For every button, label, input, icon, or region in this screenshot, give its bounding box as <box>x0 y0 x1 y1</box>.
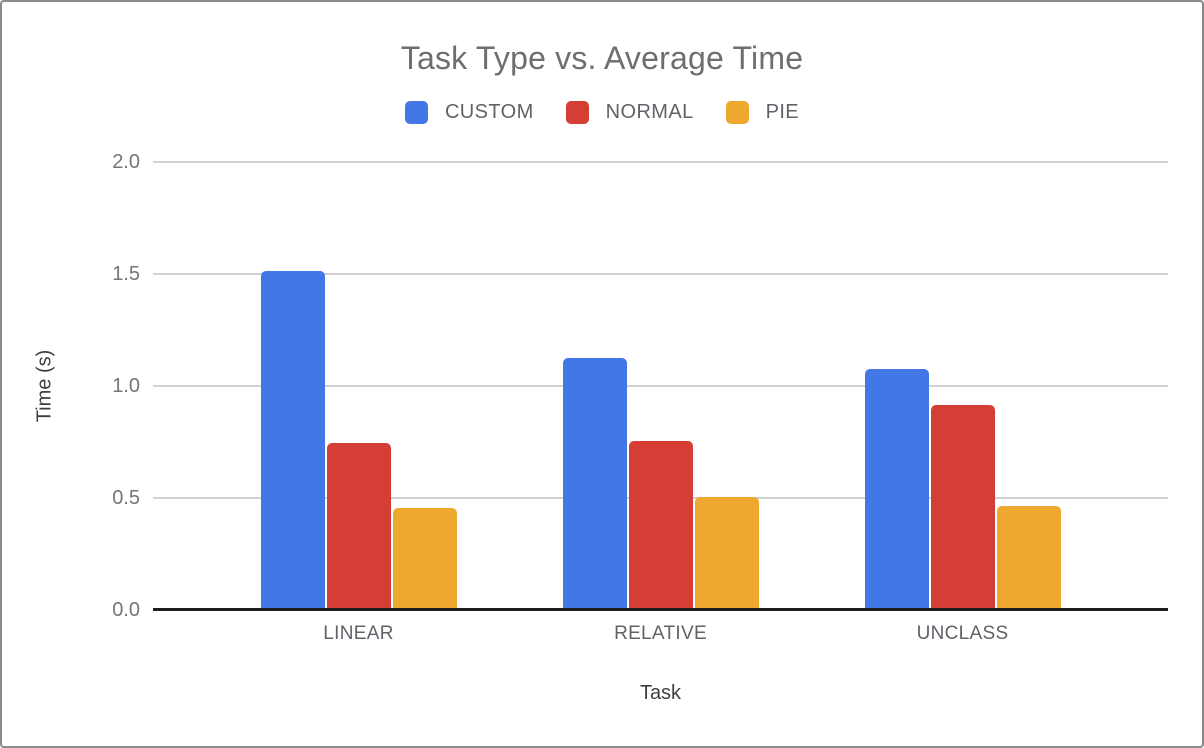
legend-item-label: CUSTOM <box>444 101 534 123</box>
legend-swatch-custom <box>404 101 428 124</box>
legend-item-pie[interactable]: PIE <box>725 101 800 124</box>
chart-legend: CUSTOM NORMAL PIE <box>0 101 1204 124</box>
bar-custom-unclass[interactable] <box>864 369 929 609</box>
y-tick-label: 1.5 <box>112 263 140 285</box>
chart-title: Task Type vs. Average Time <box>400 40 804 76</box>
bar-normal-relative[interactable] <box>628 441 693 609</box>
legend-swatch-normal <box>565 101 589 124</box>
legend-item-normal[interactable]: NORMAL <box>565 101 694 124</box>
y-tick-label: 0.0 <box>112 599 140 621</box>
legend-item-label: NORMAL <box>605 101 694 123</box>
bar-normal-unclass[interactable] <box>930 405 995 609</box>
y-tick-label: 1.0 <box>112 375 140 397</box>
legend-item-custom[interactable]: CUSTOM <box>404 101 534 124</box>
bar-pie-linear[interactable] <box>392 508 457 609</box>
legend-item-label: PIE <box>765 101 800 123</box>
x-tick-label-linear: LINEAR <box>323 623 394 644</box>
bar-pie-relative[interactable] <box>694 497 759 609</box>
x-tick-label-relative: RELATIVE <box>614 623 707 644</box>
x-tick-label-unclass: UNCLASS <box>916 623 1009 644</box>
y-gridline <box>153 385 1168 387</box>
y-gridline <box>153 161 1168 163</box>
bar-pie-unclass[interactable] <box>996 506 1061 609</box>
y-tick-label: 0.5 <box>112 487 140 509</box>
legend-swatch-pie <box>725 101 749 124</box>
x-axis-title: Task <box>639 682 682 704</box>
x-axis-line <box>153 608 1168 611</box>
y-tick-label: 2.0 <box>112 151 140 173</box>
bar-custom-linear[interactable] <box>260 271 325 609</box>
y-axis-title: Time (s) <box>33 349 56 423</box>
bar-custom-relative[interactable] <box>562 358 627 609</box>
bar-normal-linear[interactable] <box>326 443 391 609</box>
y-gridline <box>153 273 1168 275</box>
